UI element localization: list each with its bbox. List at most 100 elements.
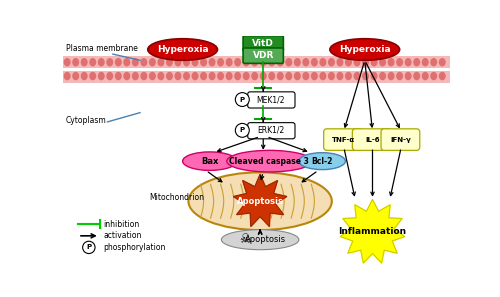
Ellipse shape: [345, 72, 352, 80]
FancyBboxPatch shape: [248, 92, 295, 108]
Text: Cytoplasm: Cytoplasm: [66, 116, 106, 125]
Text: Mitochondrion: Mitochondrion: [150, 193, 204, 202]
Polygon shape: [340, 200, 404, 263]
Ellipse shape: [72, 58, 79, 67]
Ellipse shape: [217, 58, 224, 67]
Ellipse shape: [106, 72, 114, 80]
Text: P: P: [240, 97, 245, 102]
Ellipse shape: [430, 72, 437, 80]
Ellipse shape: [260, 72, 266, 80]
Ellipse shape: [320, 72, 326, 80]
Text: Hyperoxia: Hyperoxia: [157, 45, 208, 54]
Ellipse shape: [251, 72, 258, 80]
Ellipse shape: [208, 72, 216, 80]
Ellipse shape: [166, 72, 173, 80]
Ellipse shape: [345, 58, 352, 67]
Ellipse shape: [251, 58, 258, 67]
Ellipse shape: [80, 58, 87, 67]
Ellipse shape: [174, 72, 182, 80]
Ellipse shape: [183, 58, 190, 67]
Ellipse shape: [132, 58, 139, 67]
Ellipse shape: [234, 58, 241, 67]
Text: phosphorylation: phosphorylation: [104, 243, 166, 252]
Ellipse shape: [330, 39, 400, 60]
Ellipse shape: [336, 58, 344, 67]
Ellipse shape: [227, 150, 312, 172]
Ellipse shape: [294, 72, 301, 80]
Text: Cleaved caspase 3: Cleaved caspase 3: [230, 157, 310, 166]
Ellipse shape: [260, 58, 266, 67]
Ellipse shape: [188, 172, 332, 230]
Ellipse shape: [208, 58, 216, 67]
Text: P: P: [86, 244, 92, 250]
Ellipse shape: [72, 72, 79, 80]
Ellipse shape: [277, 58, 284, 67]
Ellipse shape: [286, 72, 292, 80]
Ellipse shape: [396, 58, 403, 67]
Ellipse shape: [183, 72, 190, 80]
Text: VitD: VitD: [252, 39, 274, 48]
Circle shape: [236, 124, 250, 137]
Ellipse shape: [80, 72, 87, 80]
Ellipse shape: [413, 72, 420, 80]
Ellipse shape: [396, 72, 403, 80]
Ellipse shape: [149, 72, 156, 80]
FancyBboxPatch shape: [248, 123, 295, 139]
Text: MEK1/2: MEK1/2: [256, 95, 285, 104]
Circle shape: [236, 93, 250, 107]
Ellipse shape: [320, 58, 326, 67]
Ellipse shape: [192, 72, 198, 80]
Ellipse shape: [98, 58, 104, 67]
FancyBboxPatch shape: [243, 48, 284, 63]
Ellipse shape: [89, 72, 96, 80]
Ellipse shape: [64, 58, 70, 67]
Ellipse shape: [379, 58, 386, 67]
Ellipse shape: [192, 58, 198, 67]
Ellipse shape: [302, 72, 310, 80]
Bar: [62, 69, 450, 83]
Ellipse shape: [222, 230, 299, 250]
Ellipse shape: [226, 58, 232, 67]
Ellipse shape: [148, 39, 218, 60]
Text: Plasma membrane: Plasma membrane: [66, 44, 138, 53]
Ellipse shape: [311, 72, 318, 80]
Ellipse shape: [370, 58, 378, 67]
Ellipse shape: [354, 72, 360, 80]
Ellipse shape: [182, 152, 237, 170]
Ellipse shape: [336, 72, 344, 80]
Ellipse shape: [149, 58, 156, 67]
Ellipse shape: [294, 58, 301, 67]
Text: TNF-α: TNF-α: [332, 137, 355, 143]
Ellipse shape: [277, 72, 284, 80]
Ellipse shape: [430, 58, 437, 67]
Text: ERK1/2: ERK1/2: [258, 126, 284, 135]
Ellipse shape: [422, 58, 428, 67]
Ellipse shape: [132, 72, 139, 80]
Ellipse shape: [268, 72, 275, 80]
Ellipse shape: [328, 58, 335, 67]
Text: Apoptosis: Apoptosis: [245, 235, 286, 244]
FancyBboxPatch shape: [381, 129, 420, 150]
Text: activation: activation: [104, 231, 142, 240]
Text: inhibition: inhibition: [104, 220, 140, 229]
Ellipse shape: [379, 72, 386, 80]
Text: Hyperoxia: Hyperoxia: [339, 45, 390, 54]
Ellipse shape: [422, 72, 428, 80]
Text: P: P: [240, 127, 245, 133]
Ellipse shape: [388, 72, 394, 80]
Text: Apoptosis: Apoptosis: [236, 197, 284, 206]
FancyBboxPatch shape: [324, 129, 362, 150]
Ellipse shape: [89, 58, 96, 67]
Circle shape: [82, 241, 95, 254]
Ellipse shape: [124, 58, 130, 67]
FancyBboxPatch shape: [243, 36, 284, 51]
Ellipse shape: [124, 72, 130, 80]
Text: ☠: ☠: [239, 233, 250, 246]
Ellipse shape: [413, 58, 420, 67]
FancyBboxPatch shape: [352, 129, 391, 150]
Ellipse shape: [226, 72, 232, 80]
Ellipse shape: [158, 72, 164, 80]
Ellipse shape: [404, 58, 411, 67]
Ellipse shape: [115, 58, 122, 67]
Text: IL-6: IL-6: [365, 137, 380, 143]
